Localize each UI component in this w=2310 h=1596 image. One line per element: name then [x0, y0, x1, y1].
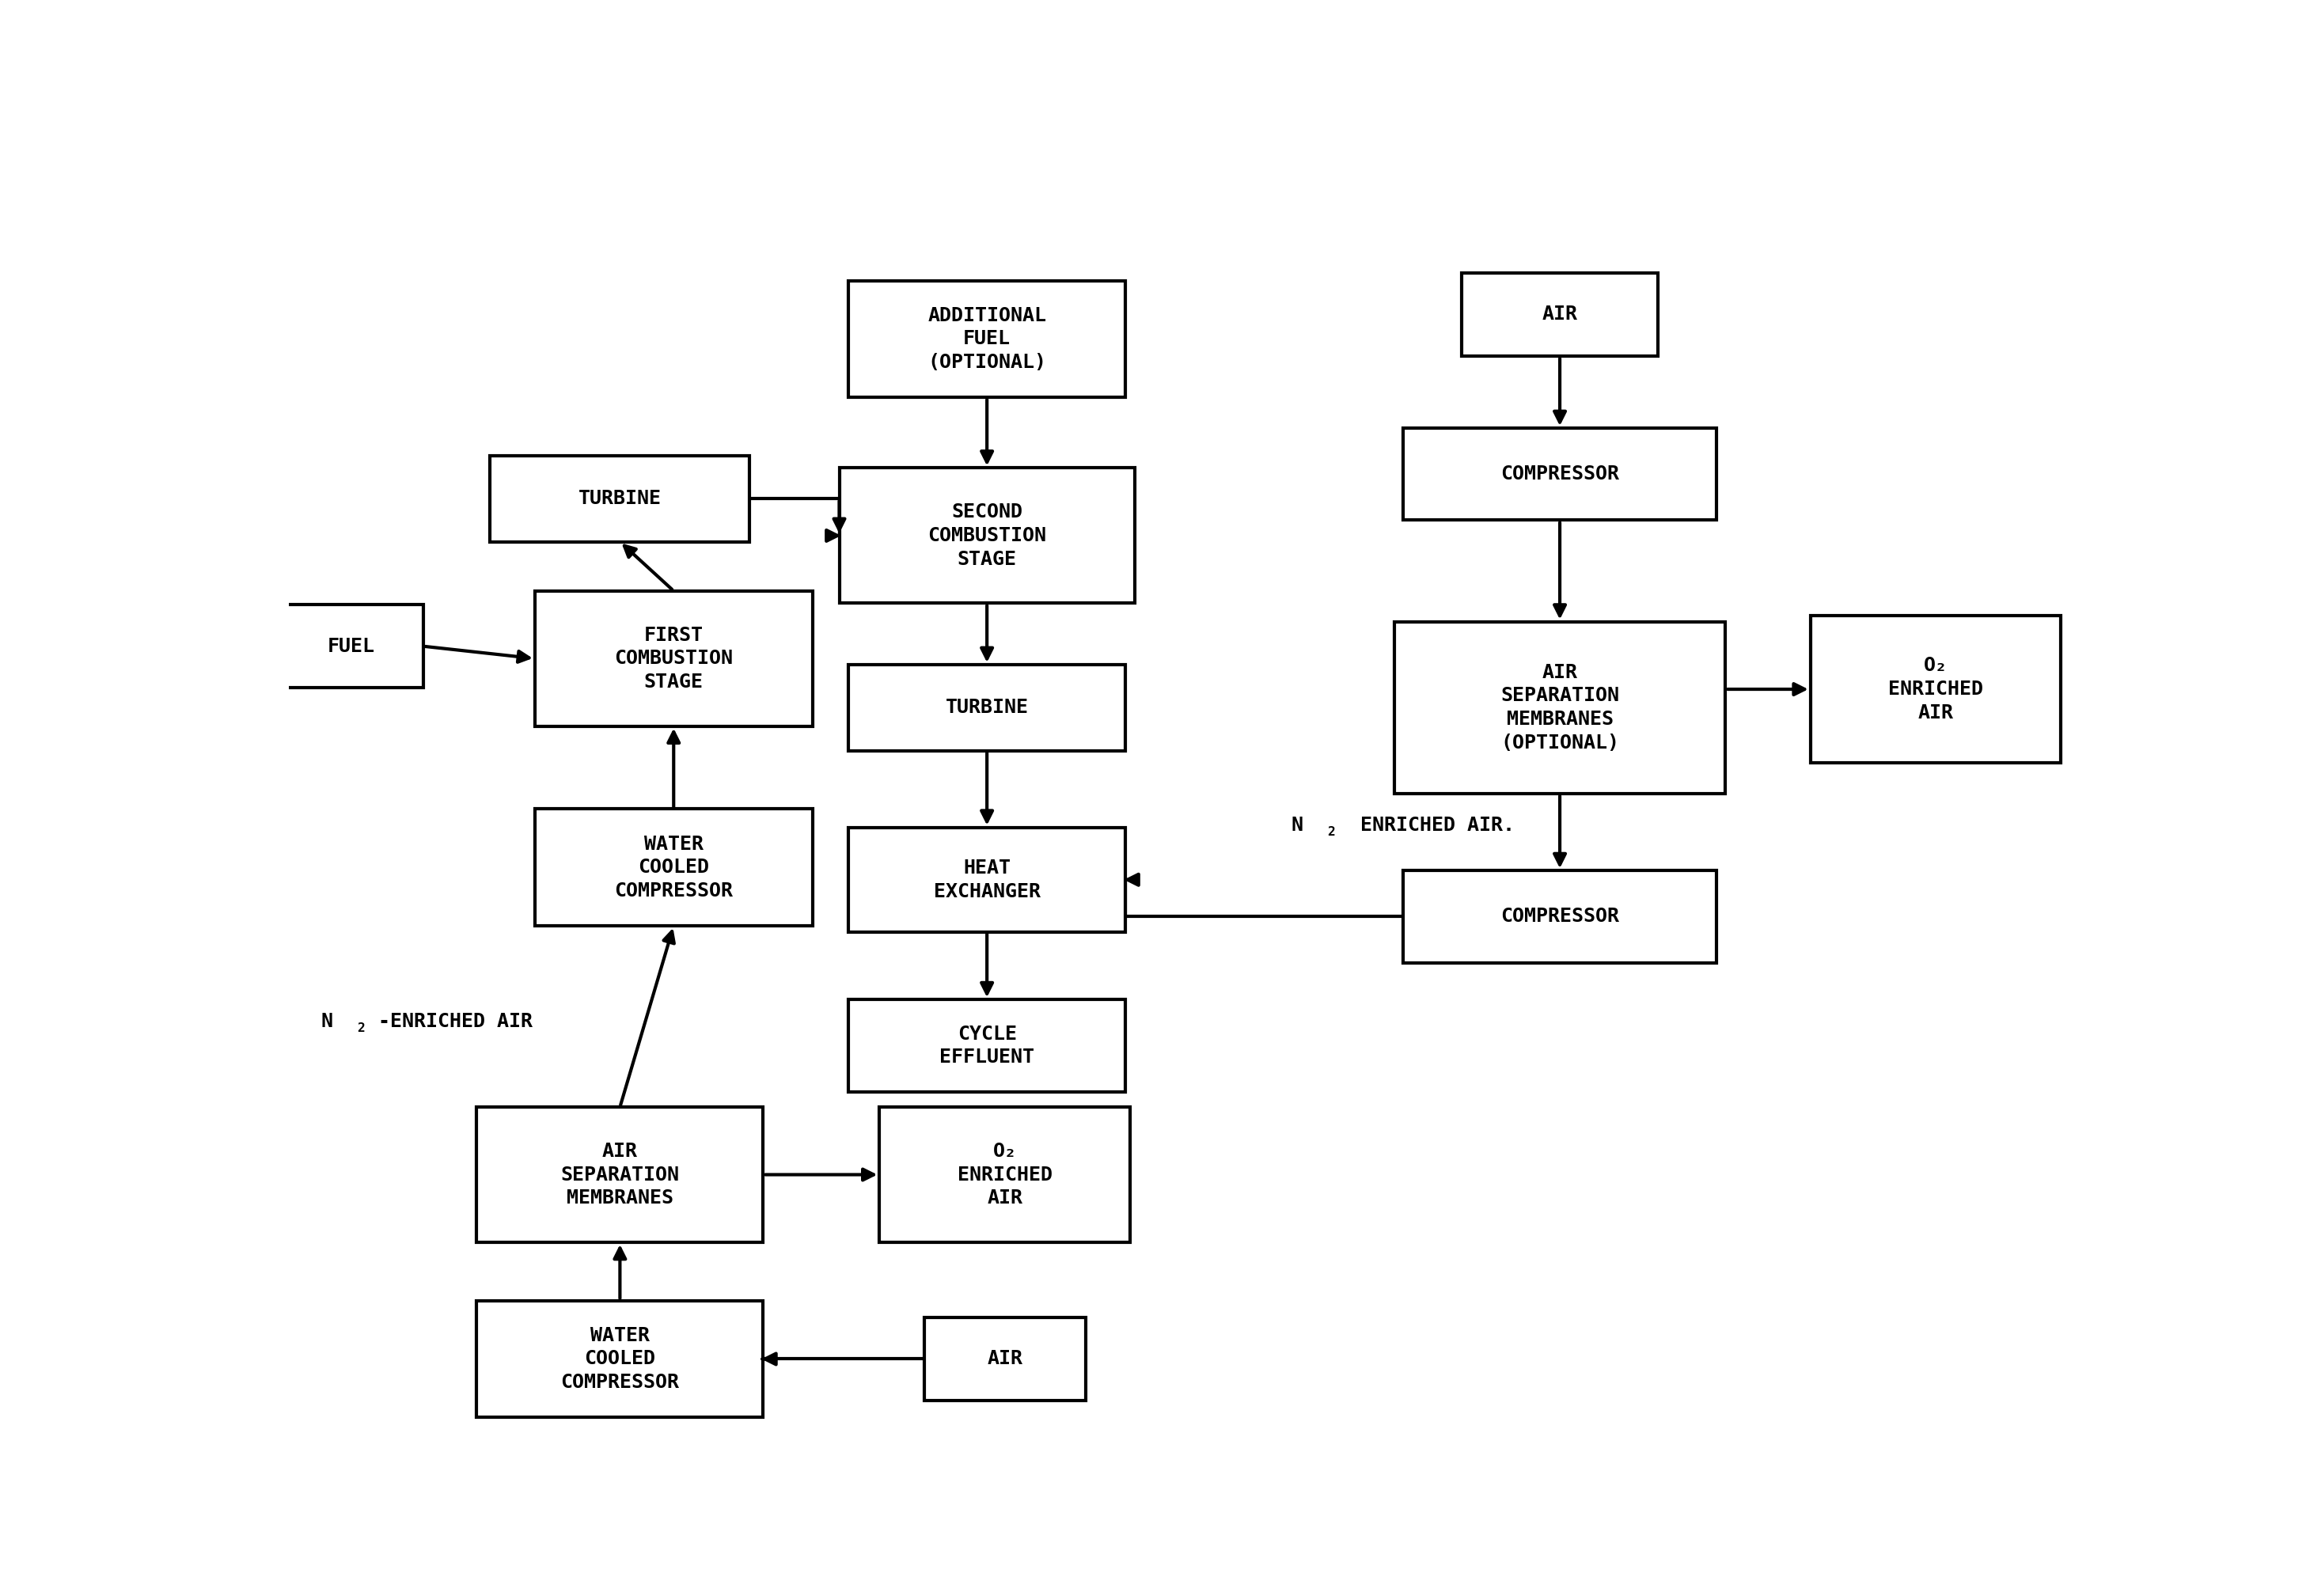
Text: N: N	[1291, 816, 1303, 835]
Bar	[476, 1108, 762, 1242]
Text: CYCLE
EFFLUENT: CYCLE EFFLUENT	[940, 1025, 1035, 1066]
Text: AIR: AIR	[986, 1350, 1023, 1368]
Text: AIR
SEPARATION
MEMBRANES
(OPTIONAL): AIR SEPARATION MEMBRANES (OPTIONAL)	[1502, 662, 1619, 752]
Text: TURBINE: TURBINE	[945, 697, 1028, 717]
Text: ADDITIONAL
FUEL
(OPTIONAL): ADDITIONAL FUEL (OPTIONAL)	[929, 306, 1046, 372]
Bar	[1402, 428, 1716, 520]
Text: AIR: AIR	[1543, 305, 1578, 324]
Bar	[848, 281, 1125, 397]
Text: TURBINE: TURBINE	[578, 490, 661, 508]
Bar	[924, 1317, 1086, 1401]
Text: WATER
COOLED
COMPRESSOR: WATER COOLED COMPRESSOR	[614, 835, 732, 900]
Text: WATER
COOLED
COMPRESSOR: WATER COOLED COMPRESSOR	[561, 1326, 679, 1392]
Bar	[1402, 870, 1716, 962]
Text: FUEL: FUEL	[328, 637, 374, 656]
Bar	[848, 827, 1125, 932]
Text: HEAT
EXCHANGER: HEAT EXCHANGER	[933, 859, 1040, 902]
Text: -ENRICHED AIR: -ENRICHED AIR	[379, 1012, 534, 1031]
Text: AIR
SEPARATION
MEMBRANES: AIR SEPARATION MEMBRANES	[561, 1141, 679, 1208]
Text: 2: 2	[1326, 827, 1335, 838]
Bar	[476, 1301, 762, 1417]
Bar	[490, 456, 751, 541]
Bar	[1395, 622, 1726, 793]
Bar	[848, 999, 1125, 1092]
Text: O₂
ENRICHED
AIR: O₂ ENRICHED AIR	[956, 1141, 1053, 1208]
Bar	[1811, 616, 2061, 763]
Text: FIRST
COMBUSTION
STAGE: FIRST COMBUSTION STAGE	[614, 626, 732, 691]
Bar	[1462, 273, 1659, 356]
Bar	[536, 591, 813, 726]
Text: ENRICHED AIR.: ENRICHED AIR.	[1349, 816, 1515, 835]
Bar	[880, 1108, 1130, 1242]
Bar	[848, 664, 1125, 750]
Text: N: N	[321, 1012, 333, 1031]
Bar	[280, 605, 423, 688]
Text: O₂
ENRICHED
AIR: O₂ ENRICHED AIR	[1887, 656, 1984, 723]
Bar	[839, 468, 1134, 603]
Text: 2: 2	[356, 1023, 365, 1034]
Text: COMPRESSOR: COMPRESSOR	[1502, 464, 1619, 484]
Text: SECOND
COMBUSTION
STAGE: SECOND COMBUSTION STAGE	[929, 503, 1046, 568]
Text: COMPRESSOR: COMPRESSOR	[1502, 907, 1619, 926]
Bar	[536, 809, 813, 926]
